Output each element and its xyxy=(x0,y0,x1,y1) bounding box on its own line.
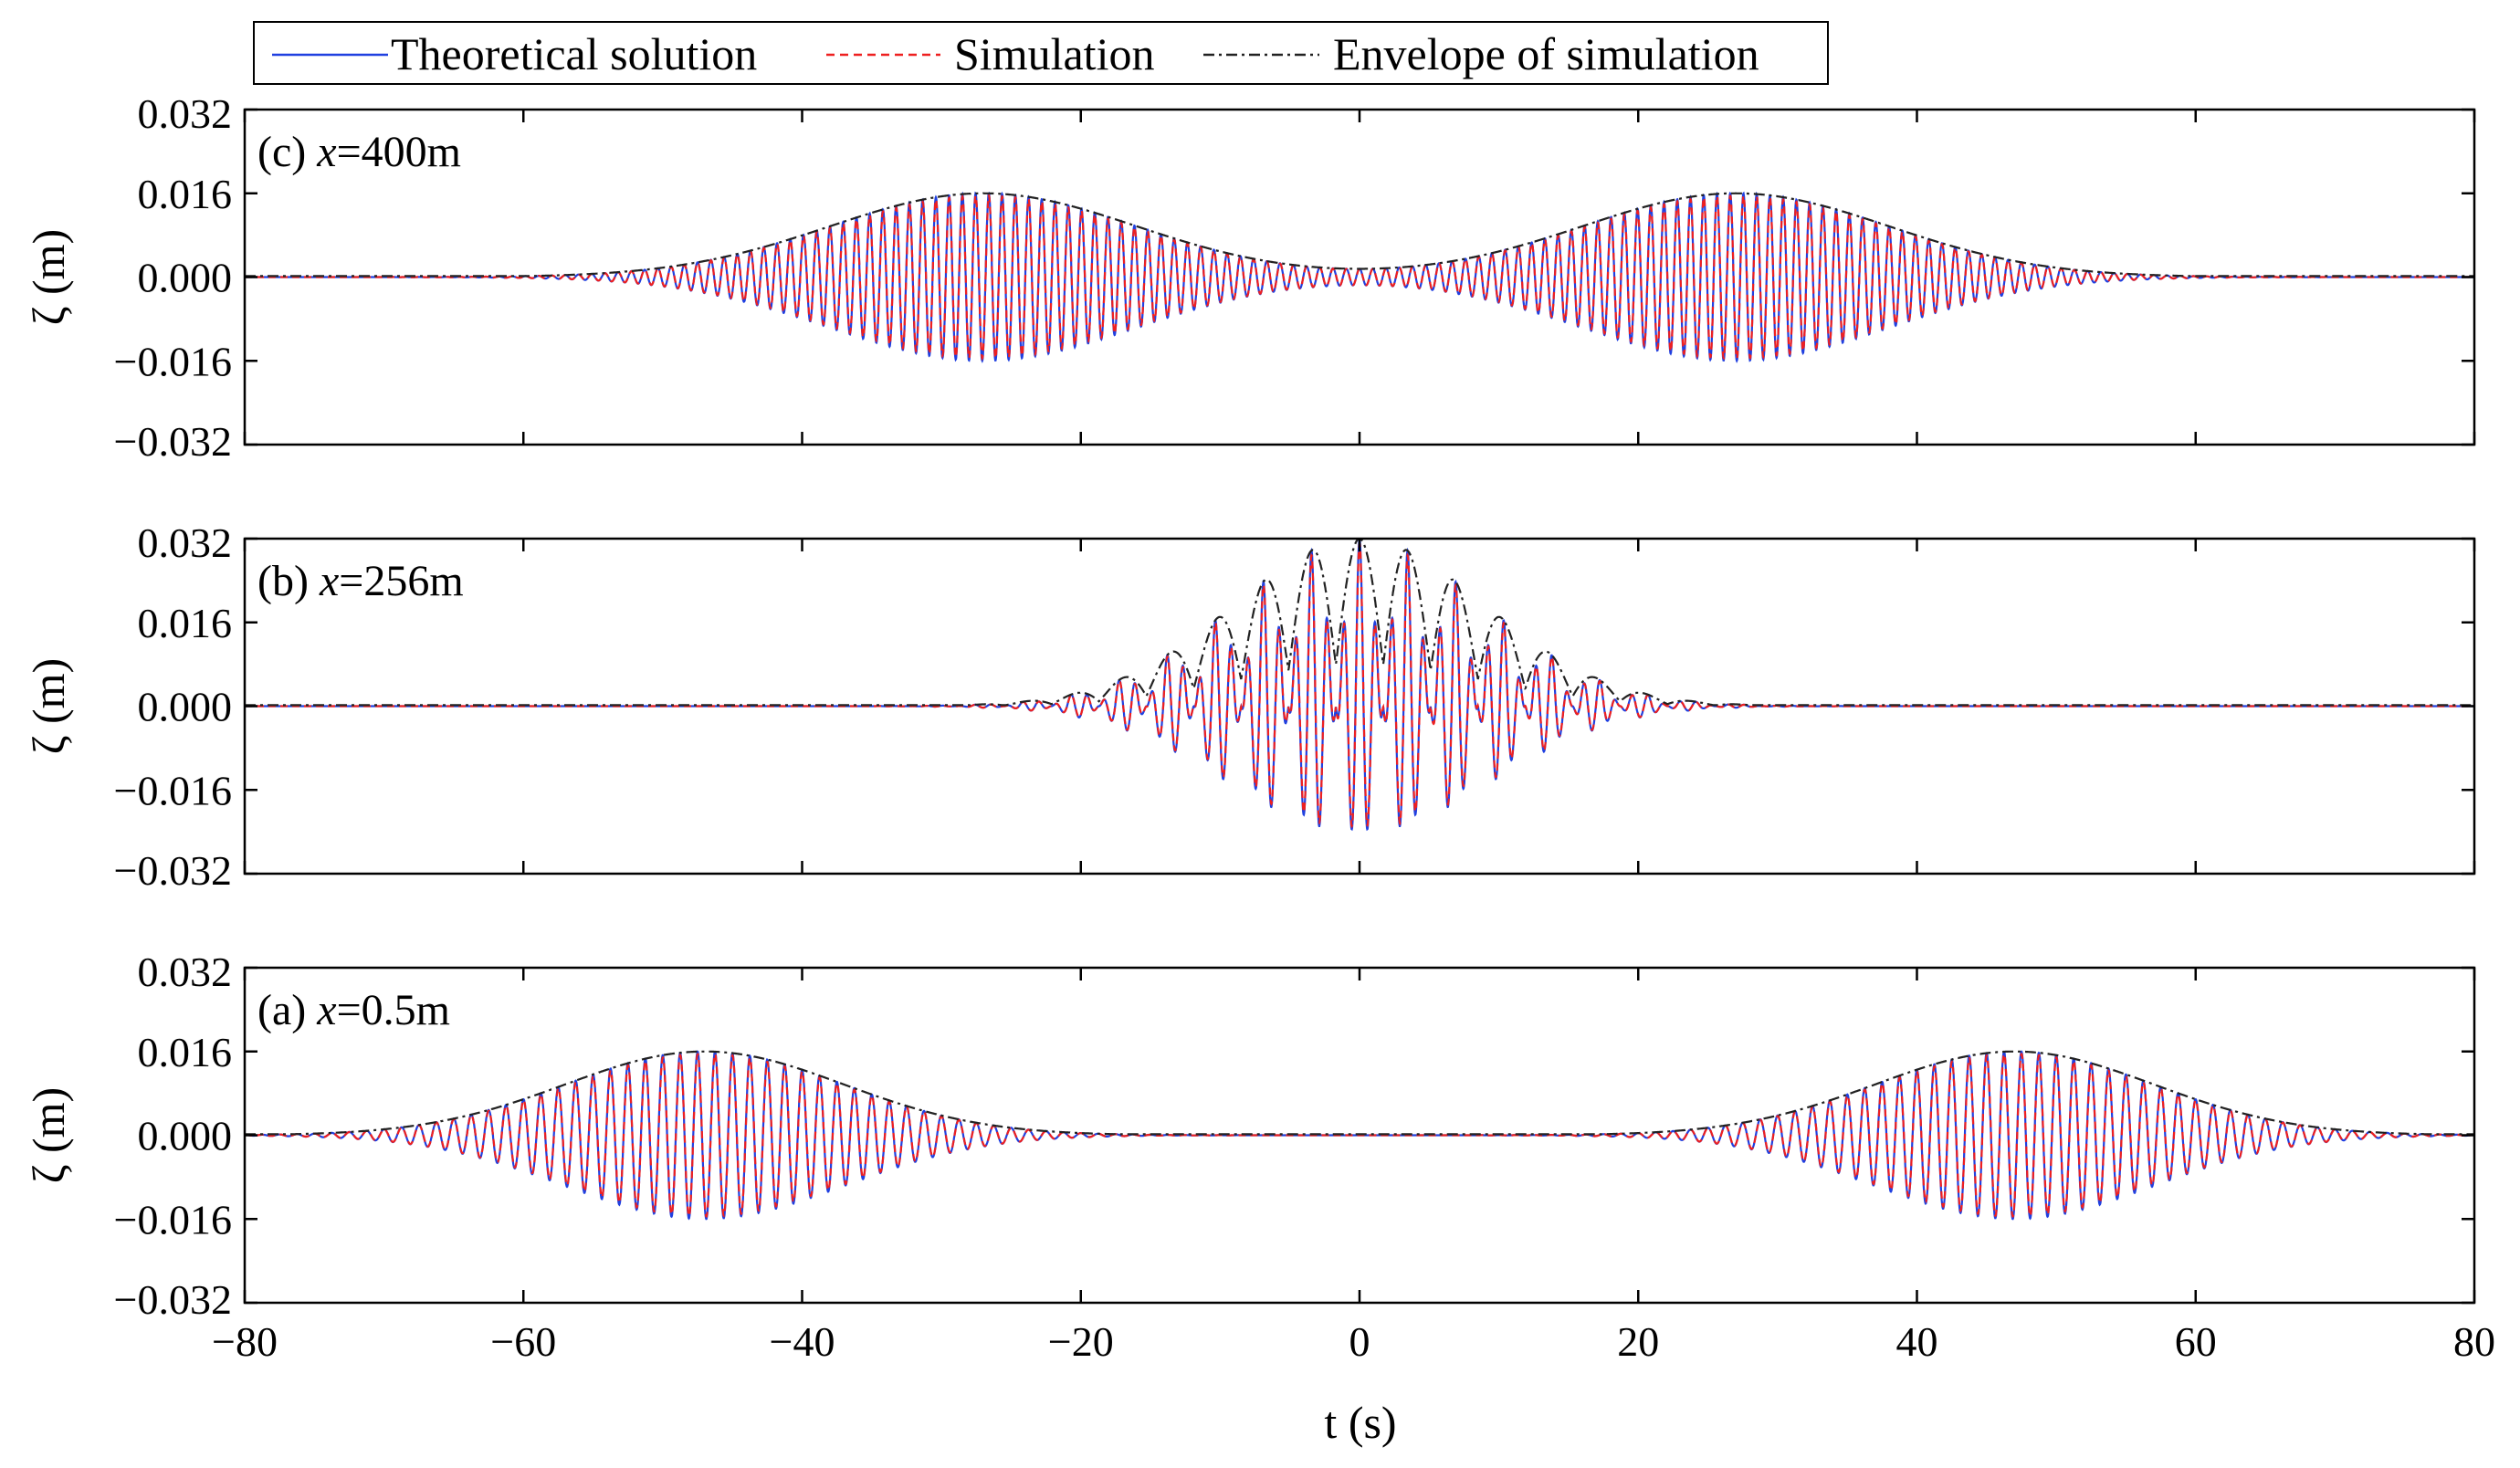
y-tick-label: −0.016 xyxy=(114,338,232,384)
y-axis-title: ζ (m) xyxy=(23,658,74,754)
panel-c: 0.032 0.016 0.000 −0.016 −0.032 ζ (m) (c) x=40… xyxy=(23,90,2476,465)
panel-b: 0.032 0.016 0.000 −0.016 −0.032 ζ (m) (b) x=25… xyxy=(23,519,2476,894)
x-tick-label: 60 xyxy=(2175,1318,2217,1365)
series-envelope-of-simulation xyxy=(245,539,2474,707)
panel-label-value: =400m xyxy=(337,128,461,176)
y-tick-label: 0.000 xyxy=(138,684,233,730)
y-tick-label: 0.016 xyxy=(138,600,233,646)
series-simulation xyxy=(245,193,2474,362)
series-envelope-of-simulation xyxy=(245,1050,2474,1136)
y-tick-label: 0.000 xyxy=(138,1113,233,1159)
legend: Theoretical solution Simulation Envelope… xyxy=(253,21,1829,85)
y-tick-label: 0.016 xyxy=(138,1029,233,1075)
x-tick-label: 0 xyxy=(1349,1318,1370,1365)
legend-box xyxy=(253,21,1829,85)
y-axis-title: ζ (m) xyxy=(23,1087,74,1183)
series-theoretical-solution xyxy=(245,539,2474,832)
panel-label: (b) x=256m xyxy=(257,557,464,605)
panel-label: (a) x=0.5m xyxy=(257,986,450,1034)
series-group xyxy=(245,1050,2474,1221)
series-simulation xyxy=(245,541,2474,829)
panel-label-prefix: (a) xyxy=(257,986,317,1034)
x-tick-label: 80 xyxy=(2453,1318,2495,1365)
plot-frame xyxy=(243,108,2476,446)
panel-label-var: x xyxy=(316,128,336,176)
x-tick-label: −40 xyxy=(770,1318,835,1365)
panel-label: (c) x=400m xyxy=(257,128,461,176)
y-tick-label: −0.032 xyxy=(114,1276,232,1323)
panel-label-var: x xyxy=(319,557,339,605)
series-envelope-of-simulation xyxy=(245,192,2474,278)
y-tick-label: −0.032 xyxy=(114,418,232,465)
panel-label-prefix: (c) xyxy=(257,128,317,176)
y-tick-label: 0.000 xyxy=(138,255,233,301)
series-group xyxy=(245,539,2474,832)
y-tick-label: −0.032 xyxy=(114,847,232,894)
series-group xyxy=(245,191,2474,363)
legend-label-simulation: Simulation xyxy=(954,28,1154,79)
panel-a: 0.032 0.016 0.000 −0.016 −0.032−80 −60 −40 −20 0… xyxy=(23,949,2495,1365)
x-tick-label: −60 xyxy=(490,1318,556,1365)
panel-label-value: =0.5m xyxy=(337,986,450,1034)
y-tick-label: −0.016 xyxy=(114,1196,232,1243)
x-tick-label: 40 xyxy=(1896,1318,1938,1365)
legend-label-theoretical: Theoretical solution xyxy=(391,28,757,79)
y-axis-title: ζ (m) xyxy=(23,229,74,325)
x-tick-label: 20 xyxy=(1617,1318,1659,1365)
series-theoretical-solution xyxy=(245,191,2474,363)
y-tick-label: 0.032 xyxy=(138,519,233,566)
x-tick-label: −20 xyxy=(1048,1318,1114,1365)
x-axis-title: t (s) xyxy=(1324,1397,1396,1448)
panel-label-var: x xyxy=(316,986,336,1034)
y-tick-label: −0.016 xyxy=(114,767,232,813)
y-tick-label: 0.016 xyxy=(138,171,233,217)
panel-label-value: =256m xyxy=(339,557,463,605)
y-tick-label: 0.032 xyxy=(138,949,233,995)
legend-label-envelope: Envelope of simulation xyxy=(1333,28,1759,79)
panel-label-prefix: (b) xyxy=(257,557,320,605)
y-tick-label: 0.032 xyxy=(138,90,233,137)
x-tick-label: −80 xyxy=(212,1318,278,1365)
